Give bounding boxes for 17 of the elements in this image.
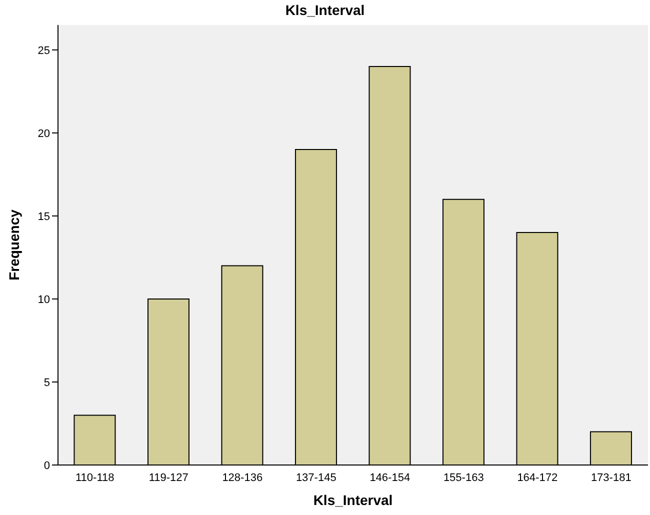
x-tick-label: 155-163 [443, 472, 484, 484]
y-axis-title: Frequency [6, 209, 22, 280]
x-tick-label: 137-145 [296, 472, 336, 484]
x-axis-title: Kls_Interval [313, 492, 393, 508]
x-tick-label: 128-136 [222, 472, 263, 484]
y-tick-label: 20 [38, 128, 50, 140]
x-tick-label: 110-118 [76, 472, 114, 484]
y-tick-label: 15 [38, 210, 50, 223]
x-tick-label: 146-154 [370, 472, 410, 484]
y-tick-label: 10 [38, 294, 50, 306]
y-tick-label: 5 [44, 376, 50, 389]
chart-title: Kls_Interval [284, 2, 366, 18]
x-tick-label: 164-172 [517, 472, 558, 484]
x-tick-label: 119-127 [148, 472, 188, 484]
y-tick-label: 0 [44, 460, 50, 472]
x-tick-label: 173-181 [590, 472, 632, 484]
y-tick-label: 25 [38, 44, 50, 57]
